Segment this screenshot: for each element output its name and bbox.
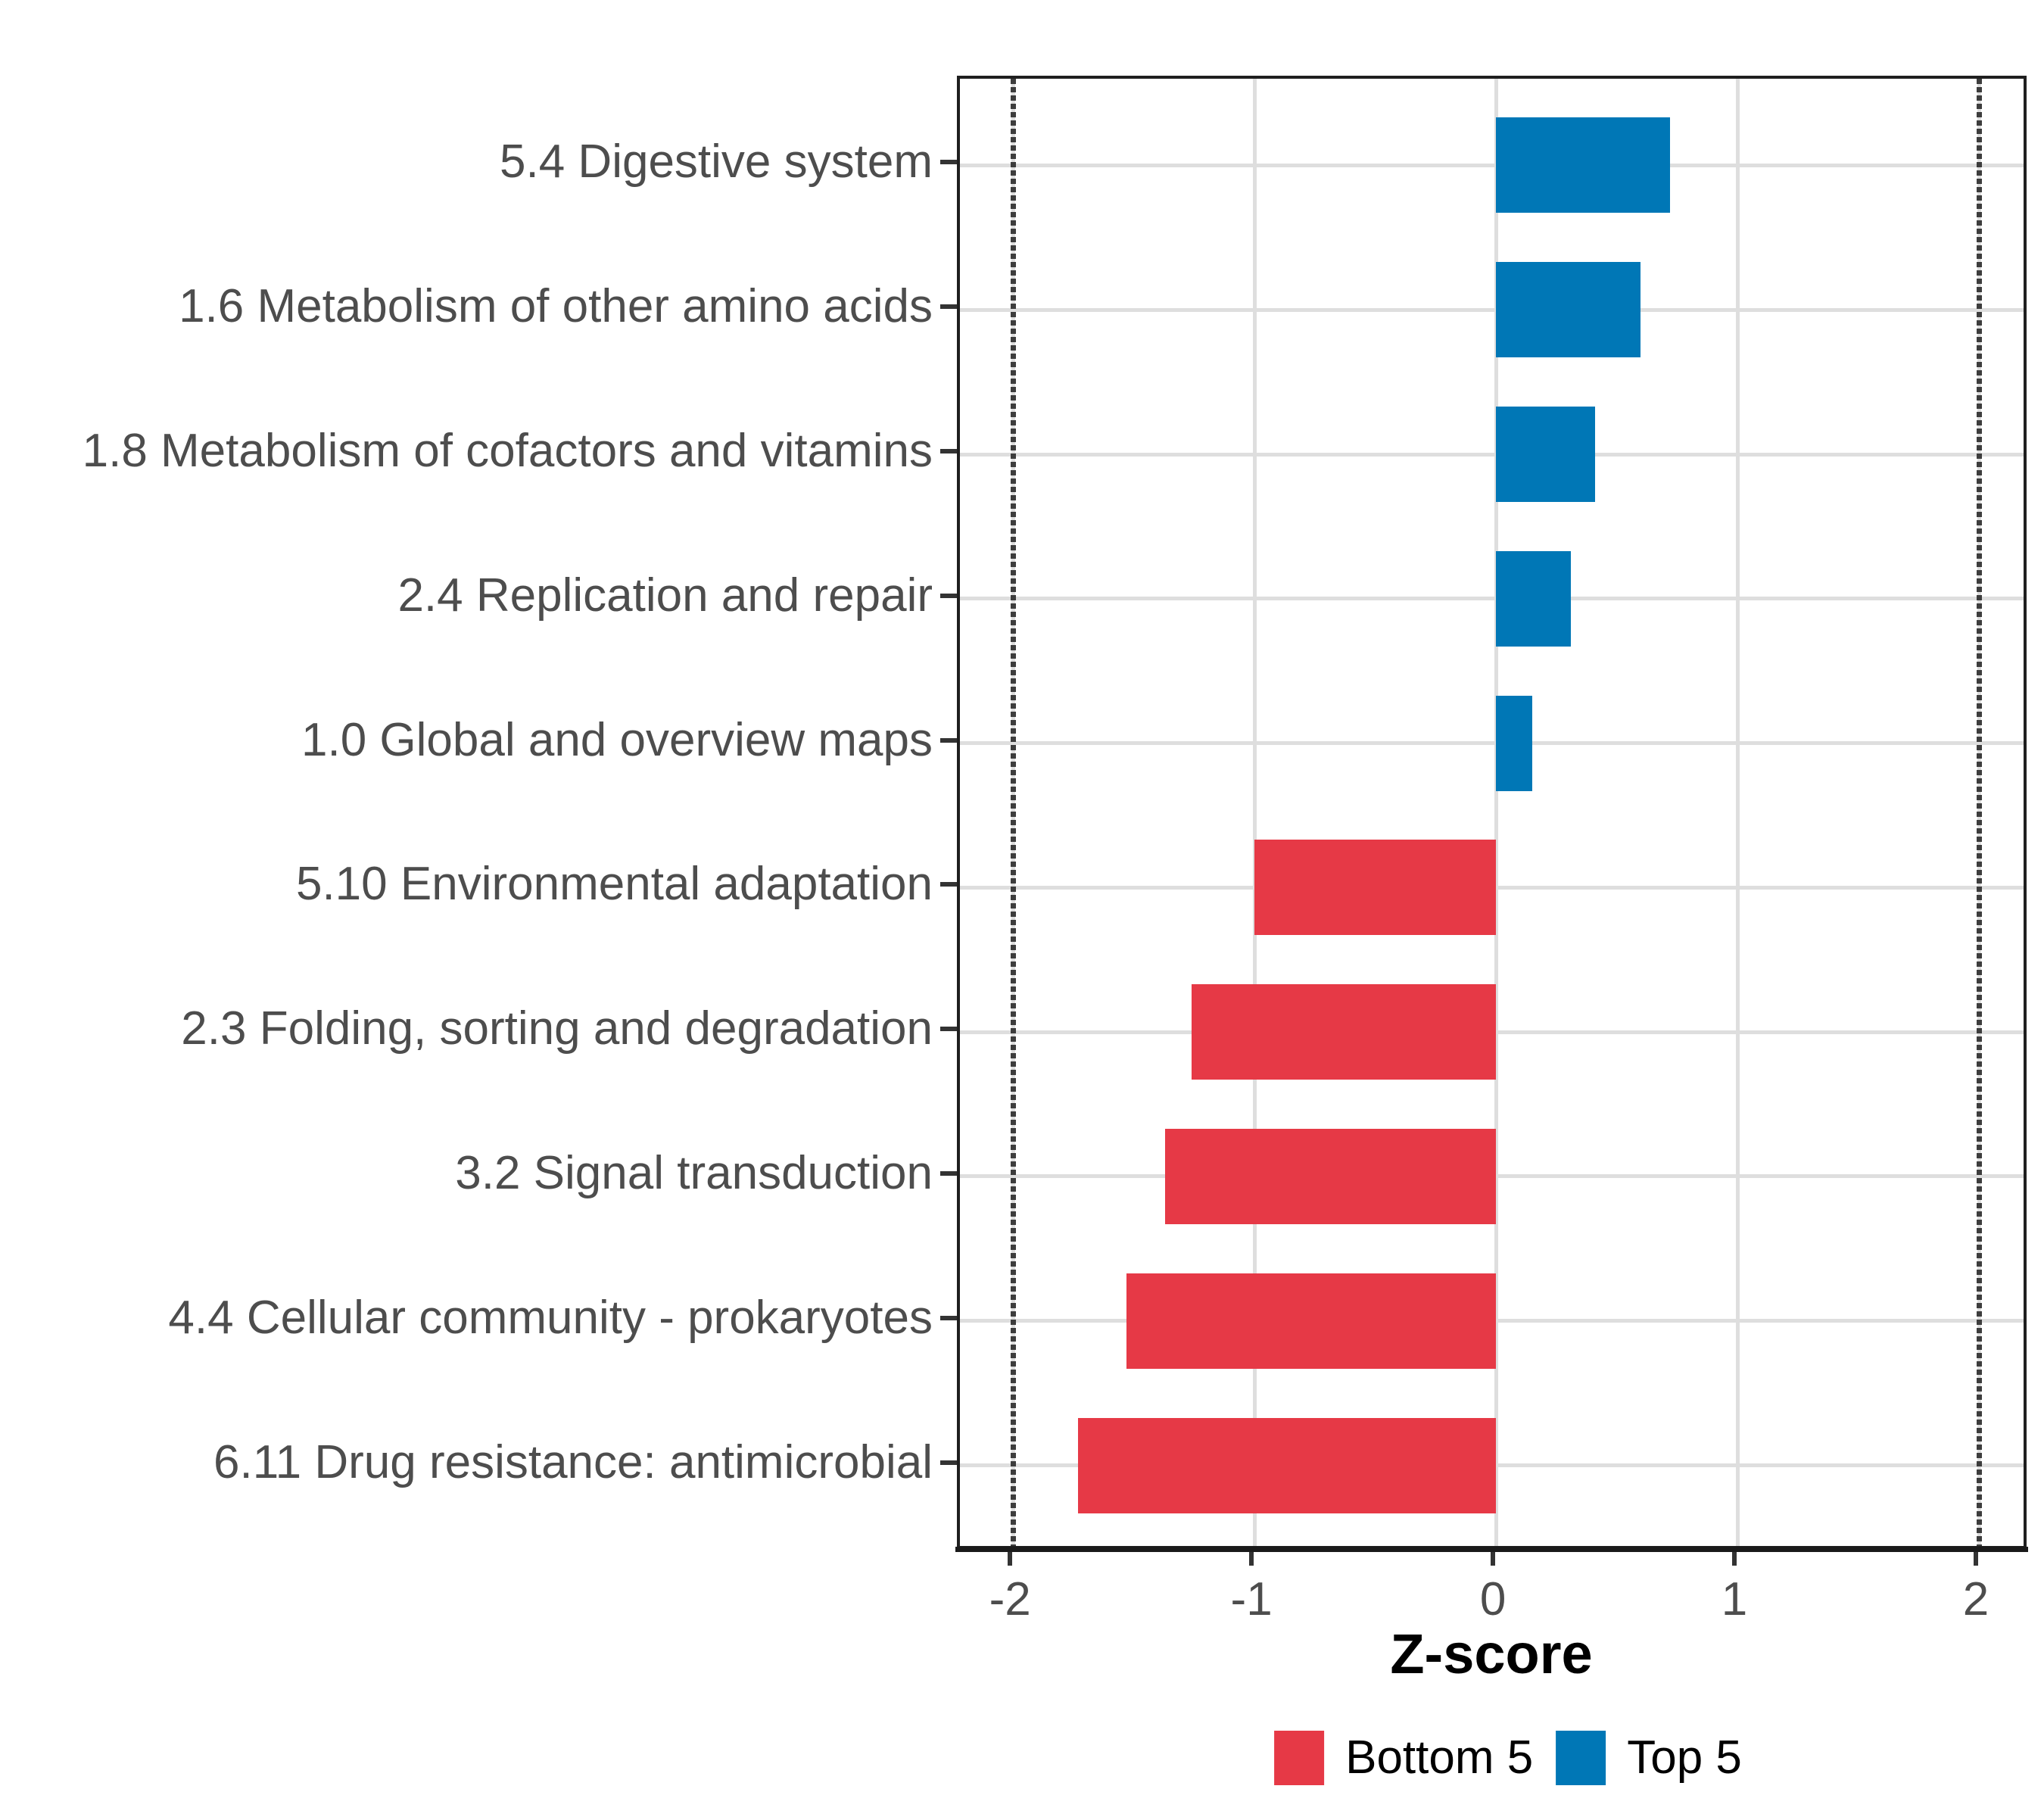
x-tick-label: 1 xyxy=(1721,1573,1748,1625)
bar xyxy=(1165,1128,1497,1224)
legend-swatch-bottom5 xyxy=(1274,1731,1325,1785)
y-axis-tick xyxy=(940,593,957,598)
legend-swatch-top5 xyxy=(1556,1731,1606,1785)
major-gridline-horizontal xyxy=(960,163,2024,167)
x-tick-label: -2 xyxy=(989,1573,1031,1625)
x-tick-label: 0 xyxy=(1479,1573,1507,1625)
bar xyxy=(1496,550,1571,647)
bar xyxy=(1496,407,1595,503)
reference-line-dotted xyxy=(1010,79,1016,1546)
legend-label-top5: Top 5 xyxy=(1627,1731,1742,1784)
x-axis-tick xyxy=(1008,1549,1013,1566)
major-gridline-vertical xyxy=(1252,79,1257,1546)
major-gridline-horizontal xyxy=(960,597,2024,601)
y-axis-tick xyxy=(940,304,957,310)
x-axis-tick xyxy=(1249,1549,1254,1566)
legend: Bottom 5 Top 5 xyxy=(1274,1731,1742,1785)
legend-entry-top5: Top 5 xyxy=(1556,1731,1742,1785)
major-gridline-horizontal xyxy=(960,741,2024,746)
category-label: 4.4 Cellular community - prokaryotes xyxy=(168,1291,933,1344)
category-label: 5.4 Digestive system xyxy=(500,136,933,189)
y-axis-tick xyxy=(940,1170,957,1176)
category-label: 2.4 Replication and repair xyxy=(397,569,933,622)
x-axis-tick xyxy=(1491,1549,1496,1566)
category-label: 3.2 Signal transduction xyxy=(455,1146,933,1199)
category-label: 1.8 Metabolism of cofactors and vitamins xyxy=(82,425,933,478)
bar xyxy=(1192,984,1497,1080)
reference-line-dotted xyxy=(1976,79,1982,1546)
x-tick-label: -1 xyxy=(1230,1573,1273,1625)
bar xyxy=(1254,840,1497,936)
y-axis-tick xyxy=(940,1027,957,1032)
y-axis-tick xyxy=(940,160,957,165)
bar xyxy=(1496,695,1532,791)
category-label: 5.10 Environmental adaptation xyxy=(295,858,933,911)
x-axis-line xyxy=(955,1547,2028,1552)
y-axis-tick xyxy=(940,1460,957,1465)
category-label: 6.11 Drug resistance: antimicrobial xyxy=(213,1435,933,1488)
legend-entry-bottom5: Bottom 5 xyxy=(1274,1731,1533,1785)
x-axis-title: Z-score xyxy=(1390,1622,1593,1685)
plot-panel xyxy=(957,76,2027,1549)
y-axis-tick xyxy=(940,1315,957,1320)
bar xyxy=(1078,1417,1497,1513)
y-axis-tick xyxy=(940,449,957,454)
bar xyxy=(1496,262,1641,358)
bar xyxy=(1496,117,1670,213)
category-label: 1.0 Global and overview maps xyxy=(301,713,933,766)
bar xyxy=(1126,1273,1497,1369)
major-gridline-vertical xyxy=(1735,79,1740,1546)
major-gridline-vertical xyxy=(1494,79,1498,1546)
x-axis-tick xyxy=(1732,1549,1737,1566)
major-gridline-horizontal xyxy=(960,452,2024,457)
y-axis-tick xyxy=(940,882,957,887)
x-tick-label: 2 xyxy=(1962,1573,1989,1625)
major-gridline-horizontal xyxy=(960,307,2024,312)
category-label: 2.3 Folding, sorting and degradation xyxy=(181,1002,933,1055)
category-label: 1.6 Metabolism of other amino acids xyxy=(179,280,933,333)
legend-label-bottom5: Bottom 5 xyxy=(1345,1731,1534,1784)
x-axis-tick xyxy=(1974,1549,1979,1566)
y-axis-tick xyxy=(940,737,957,743)
